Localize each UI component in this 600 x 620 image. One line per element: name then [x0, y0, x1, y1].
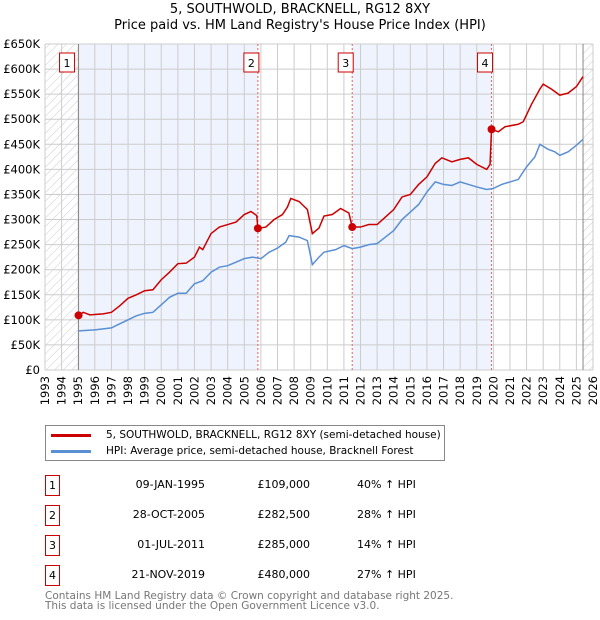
x-tick-label: 2010 [320, 376, 334, 405]
transaction-date: 09-JAN-1995 [135, 478, 205, 491]
footer: Contains HM Land Registry data © Crown c… [45, 590, 454, 612]
x-tick-label: 2025 [569, 376, 583, 405]
x-tick-label: 2020 [486, 376, 500, 405]
transaction-row: 2 28-OCT-2005 £282,500 28% ↑ HPI [45, 505, 545, 527]
x-tick-label: 1995 [71, 376, 85, 405]
x-tick-label: 2007 [270, 376, 284, 405]
y-tick-label: £450K [3, 137, 40, 151]
transaction-number: 1 [45, 475, 60, 496]
x-tick-label: 2013 [370, 376, 384, 405]
y-tick-label: £400K [3, 162, 40, 176]
x-tick-label: 2019 [470, 376, 484, 405]
transaction-date: 28-OCT-2005 [132, 508, 205, 521]
legend-label: 5, SOUTHWOLD, BRACKNELL, RG12 8XY (semi-… [106, 429, 441, 441]
x-tick-label: 2003 [204, 376, 218, 405]
x-tick-label: 2004 [221, 376, 235, 405]
x-tick-label: 2022 [520, 376, 534, 405]
sale-label-box [243, 52, 260, 73]
transaction-row: 4 21-NOV-2019 £480,000 27% ↑ HPI [45, 565, 545, 587]
y-tick-label: £100K [3, 313, 40, 327]
x-tick-label: 1994 [55, 376, 69, 405]
sale-label: 2 [248, 57, 255, 70]
y-tick-label: £650K [3, 37, 40, 51]
transaction-date: 01-JUL-2011 [137, 538, 205, 551]
legend-item-property: 5, SOUTHWOLD, BRACKNELL, RG12 8XY (semi-… [51, 429, 441, 441]
sale-point [253, 224, 262, 233]
transaction-price: £282,500 [257, 508, 311, 521]
x-tick-label: 2017 [437, 376, 451, 405]
chart-subtitle: Price paid vs. HM Land Registry's House … [114, 18, 486, 33]
x-tick-label: 2021 [503, 376, 517, 405]
y-tick-label: £500K [3, 112, 40, 126]
sale-label: 3 [342, 57, 349, 70]
legend-swatch-blue [51, 449, 91, 453]
x-tick-label: 2002 [187, 376, 201, 405]
sale-label-box [59, 52, 76, 73]
x-tick-label: 1998 [121, 376, 135, 405]
y-tick-label: £300K [3, 213, 40, 227]
sale-point [487, 125, 496, 134]
x-tick-label: 2023 [536, 376, 550, 405]
shaded-period [78, 44, 258, 370]
y-tick-label: £50K [11, 338, 41, 352]
sale-label-box [337, 52, 354, 73]
x-tick-label: 2012 [354, 376, 368, 405]
legend-item-hpi: HPI: Average price, semi-detached house,… [51, 445, 414, 457]
transaction-row: 3 01-JUL-2011 £285,000 14% ↑ HPI [45, 535, 545, 557]
x-tick-label: 2006 [254, 376, 268, 405]
transaction-hpi-change: 40% ↑ HPI [357, 478, 416, 491]
x-tick-label: 1997 [104, 376, 118, 405]
y-tick-label: £550K [3, 87, 40, 101]
sale-label: 4 [482, 57, 489, 70]
sale-label: 1 [64, 57, 71, 70]
y-tick-label: £200K [3, 263, 40, 277]
transaction-number: 3 [45, 535, 60, 556]
y-tick-label: £0 [25, 363, 40, 377]
hpi-line [78, 138, 584, 332]
x-tick-label: 2011 [337, 376, 351, 405]
transaction-price: £109,000 [257, 478, 311, 491]
y-tick-label: £150K [3, 288, 40, 302]
legend-label: HPI: Average price, semi-detached house,… [106, 445, 414, 457]
footer-line-2: This data is licensed under the Open Gov… [45, 600, 380, 612]
y-tick-label: £250K [3, 238, 40, 252]
transaction-hpi-change: 28% ↑ HPI [357, 508, 416, 521]
x-tick-label: 2009 [304, 376, 318, 405]
transaction-price: £285,000 [257, 538, 311, 551]
y-tick-label: £350K [3, 187, 40, 201]
transaction-hpi-change: 27% ↑ HPI [357, 568, 416, 581]
x-tick-label: 2016 [420, 376, 434, 405]
x-tick-label: 2000 [154, 376, 168, 405]
x-tick-label: 2001 [171, 376, 185, 405]
transaction-price: £480,000 [257, 568, 311, 581]
x-tick-label: 2018 [453, 376, 467, 405]
transaction-number: 4 [45, 565, 60, 586]
x-tick-label: 2015 [403, 376, 417, 405]
x-tick-label: 2024 [553, 376, 567, 405]
price-chart: 1 2 3 4 1993 1994 1995 1996 1997 1998 1999 2000 2001… [3, 37, 600, 405]
sale-point [74, 311, 83, 320]
footer-line-1: Contains HM Land Registry data © Crown c… [45, 590, 454, 602]
legend: 5, SOUTHWOLD, BRACKNELL, RG12 8XY (semi-… [45, 425, 445, 461]
sale-point [348, 223, 357, 232]
transaction-hpi-change: 14% ↑ HPI [357, 538, 416, 551]
x-tick-label: 2005 [237, 376, 251, 405]
x-tick-label: 1996 [88, 376, 102, 405]
y-tick-label: £600K [3, 62, 40, 76]
shaded-period [352, 44, 492, 370]
sale-label-box [477, 52, 494, 73]
transaction-row: 1 09-JAN-1995 £109,000 40% ↑ HPI [45, 475, 545, 497]
x-tick-label: 2026 [586, 376, 600, 405]
chart-title: 5, SOUTHWOLD, BRACKNELL, RG12 8XY [169, 2, 431, 17]
x-tick-label: 1999 [138, 376, 152, 405]
legend-swatch-red [51, 433, 91, 437]
x-tick-label: 1993 [38, 376, 52, 405]
x-tick-label: 2014 [387, 376, 401, 405]
x-tick-label: 2008 [287, 376, 301, 405]
transaction-date: 21-NOV-2019 [131, 568, 205, 581]
property-price-line [78, 76, 584, 316]
hatched-period [583, 44, 593, 370]
transaction-number: 2 [45, 505, 60, 526]
